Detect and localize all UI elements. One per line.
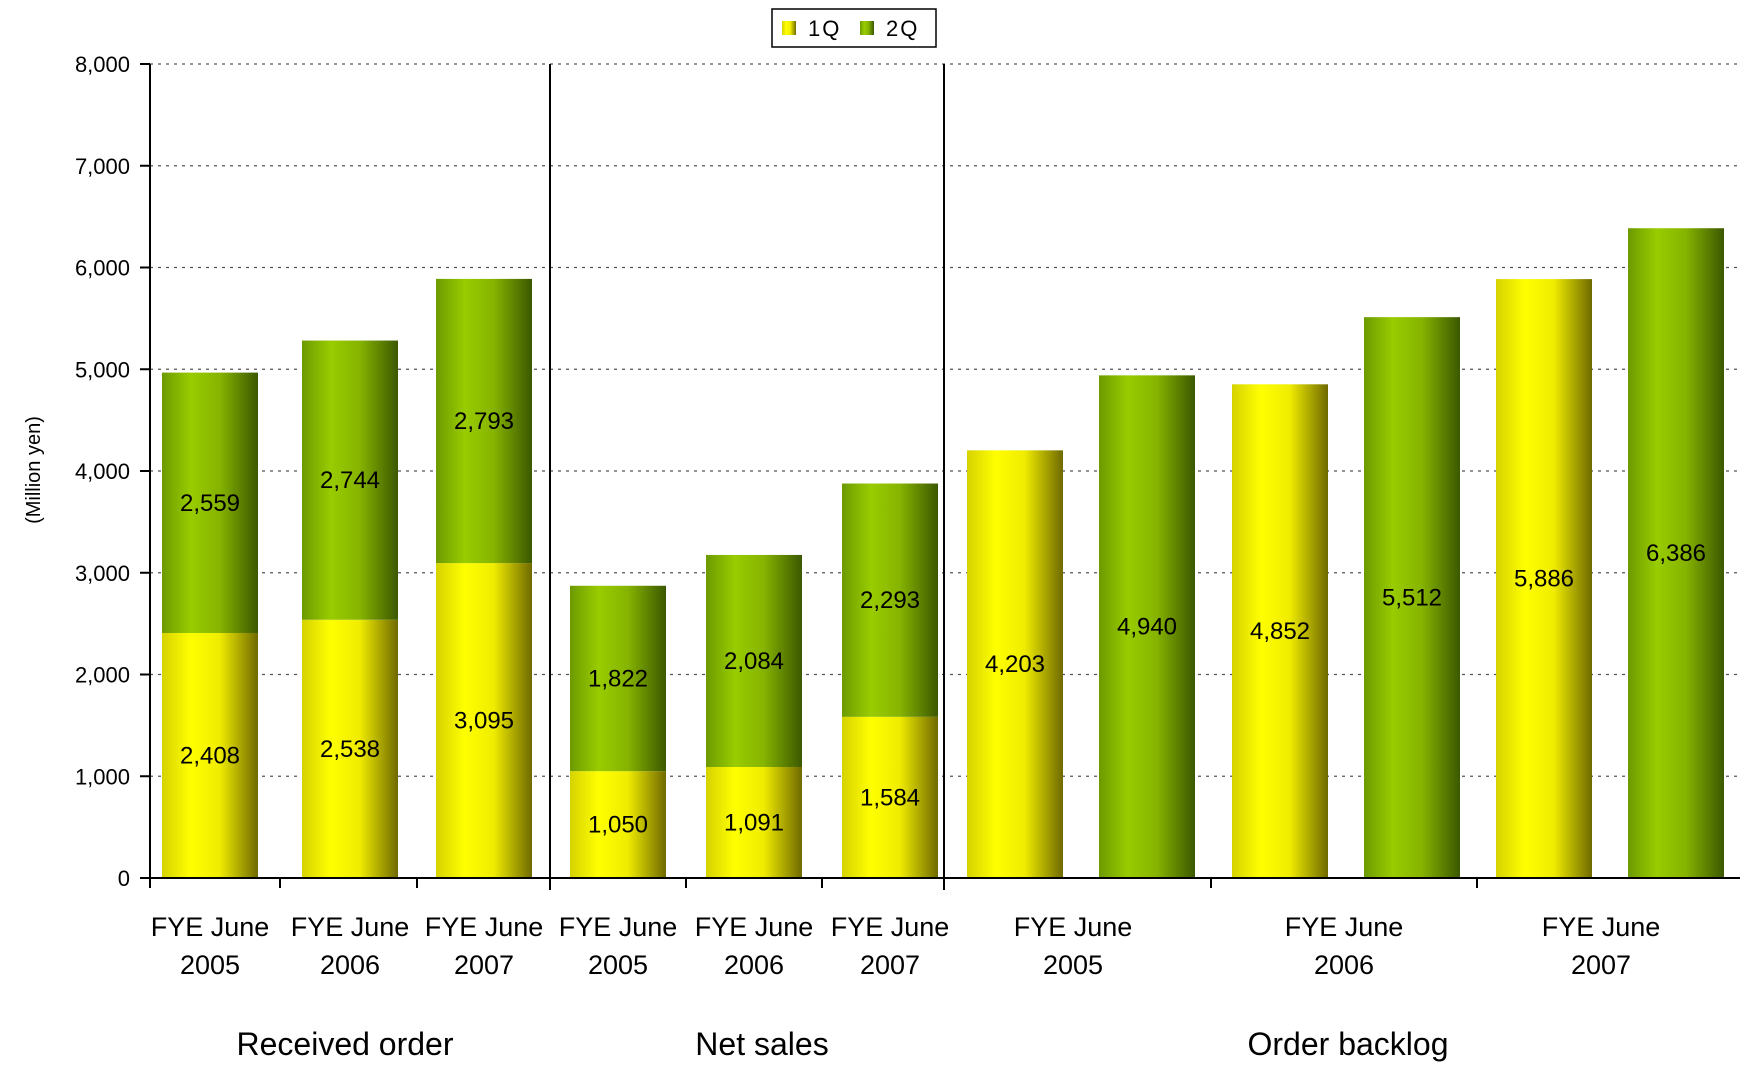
legend: 1Q 2Q <box>771 8 937 48</box>
y-tick-label: 4,000 <box>75 459 130 484</box>
y-tick-label: 3,000 <box>75 561 130 586</box>
x-category-year: 2007 <box>454 950 514 980</box>
y-tick-label: 1,000 <box>75 764 130 789</box>
data-label: 6,386 <box>1646 540 1706 567</box>
bar-2q <box>162 372 258 633</box>
x-category-label: FYE June <box>559 912 678 942</box>
bars <box>162 228 1724 879</box>
x-category-label: FYE June <box>291 912 410 942</box>
group-label: Order backlog <box>1248 1026 1449 1062</box>
data-label: 2,538 <box>320 736 380 763</box>
bar-1q <box>436 563 532 878</box>
legend-box <box>771 8 937 48</box>
data-label: 2,408 <box>180 742 240 769</box>
bar-1q <box>1232 384 1328 878</box>
x-category-year: 2006 <box>320 950 380 980</box>
data-label: 1,584 <box>860 784 920 811</box>
x-category-year: 2006 <box>1314 950 1374 980</box>
bar-1q <box>706 766 802 878</box>
x-category-year: 2006 <box>724 950 784 980</box>
bar-2q <box>1099 375 1195 878</box>
bar-1q <box>842 716 938 878</box>
data-label: 5,512 <box>1382 585 1442 612</box>
y-tick-label: 8,000 <box>75 52 130 77</box>
x-category-label: FYE June <box>831 912 950 942</box>
data-label: 4,203 <box>985 651 1045 678</box>
data-label: 5,886 <box>1514 566 1574 593</box>
x-category-year: 2005 <box>1043 950 1103 980</box>
bar-2q <box>842 483 938 717</box>
labels: 0 1,000 2,000 3,000 4,000 5,000 6,000 7,000 8,00… <box>23 52 1706 1062</box>
data-label: 2,559 <box>180 490 240 517</box>
x-category-label: FYE June <box>1542 912 1661 942</box>
data-label: 4,852 <box>1250 618 1310 645</box>
bar-2q <box>706 554 802 767</box>
x-category-label: FYE June <box>1285 912 1404 942</box>
bar-1q <box>967 450 1063 878</box>
x-category-label: FYE June <box>425 912 544 942</box>
x-category-year: 2005 <box>588 950 648 980</box>
data-label: 1,091 <box>724 809 784 836</box>
data-label: 2,744 <box>320 467 380 494</box>
bar-2q <box>302 340 398 620</box>
legend-label: 1Q <box>808 16 841 41</box>
data-label: 4,940 <box>1117 614 1177 641</box>
bar-1q <box>302 619 398 878</box>
y-axis-label: (Million yen) <box>23 416 45 524</box>
bar-2q <box>436 278 532 564</box>
data-label: 2,793 <box>454 408 514 435</box>
bar-2q <box>570 585 666 772</box>
bar-2q <box>1628 228 1724 879</box>
axes <box>140 63 1740 890</box>
bar-1q <box>570 771 666 878</box>
bar-2q <box>1364 317 1460 878</box>
data-label: 3,095 <box>454 708 514 735</box>
x-category-year: 2007 <box>860 950 920 980</box>
bar-1q <box>1496 279 1592 878</box>
legend-swatch-2q <box>860 21 874 35</box>
x-category-label: FYE June <box>1014 912 1133 942</box>
data-label: 2,084 <box>724 648 784 675</box>
y-tick-label: 0 <box>118 866 130 891</box>
group-label: Net sales <box>695 1026 828 1062</box>
x-category-year: 2005 <box>180 950 240 980</box>
data-label: 1,822 <box>588 665 648 692</box>
bar-1q <box>162 632 258 878</box>
x-category-label: FYE June <box>695 912 814 942</box>
legend-swatch-1q <box>782 21 796 35</box>
legend-label: 2Q <box>886 16 919 41</box>
y-tick-label: 5,000 <box>75 357 130 382</box>
data-label: 2,293 <box>860 587 920 614</box>
y-tick-label: 2,000 <box>75 663 130 688</box>
group-label: Received order <box>237 1026 454 1062</box>
x-category-label: FYE June <box>151 912 270 942</box>
y-tick-label: 7,000 <box>75 154 130 179</box>
data-label: 1,050 <box>588 812 648 839</box>
y-tick-label: 6,000 <box>75 256 130 281</box>
x-category-year: 2007 <box>1571 950 1631 980</box>
